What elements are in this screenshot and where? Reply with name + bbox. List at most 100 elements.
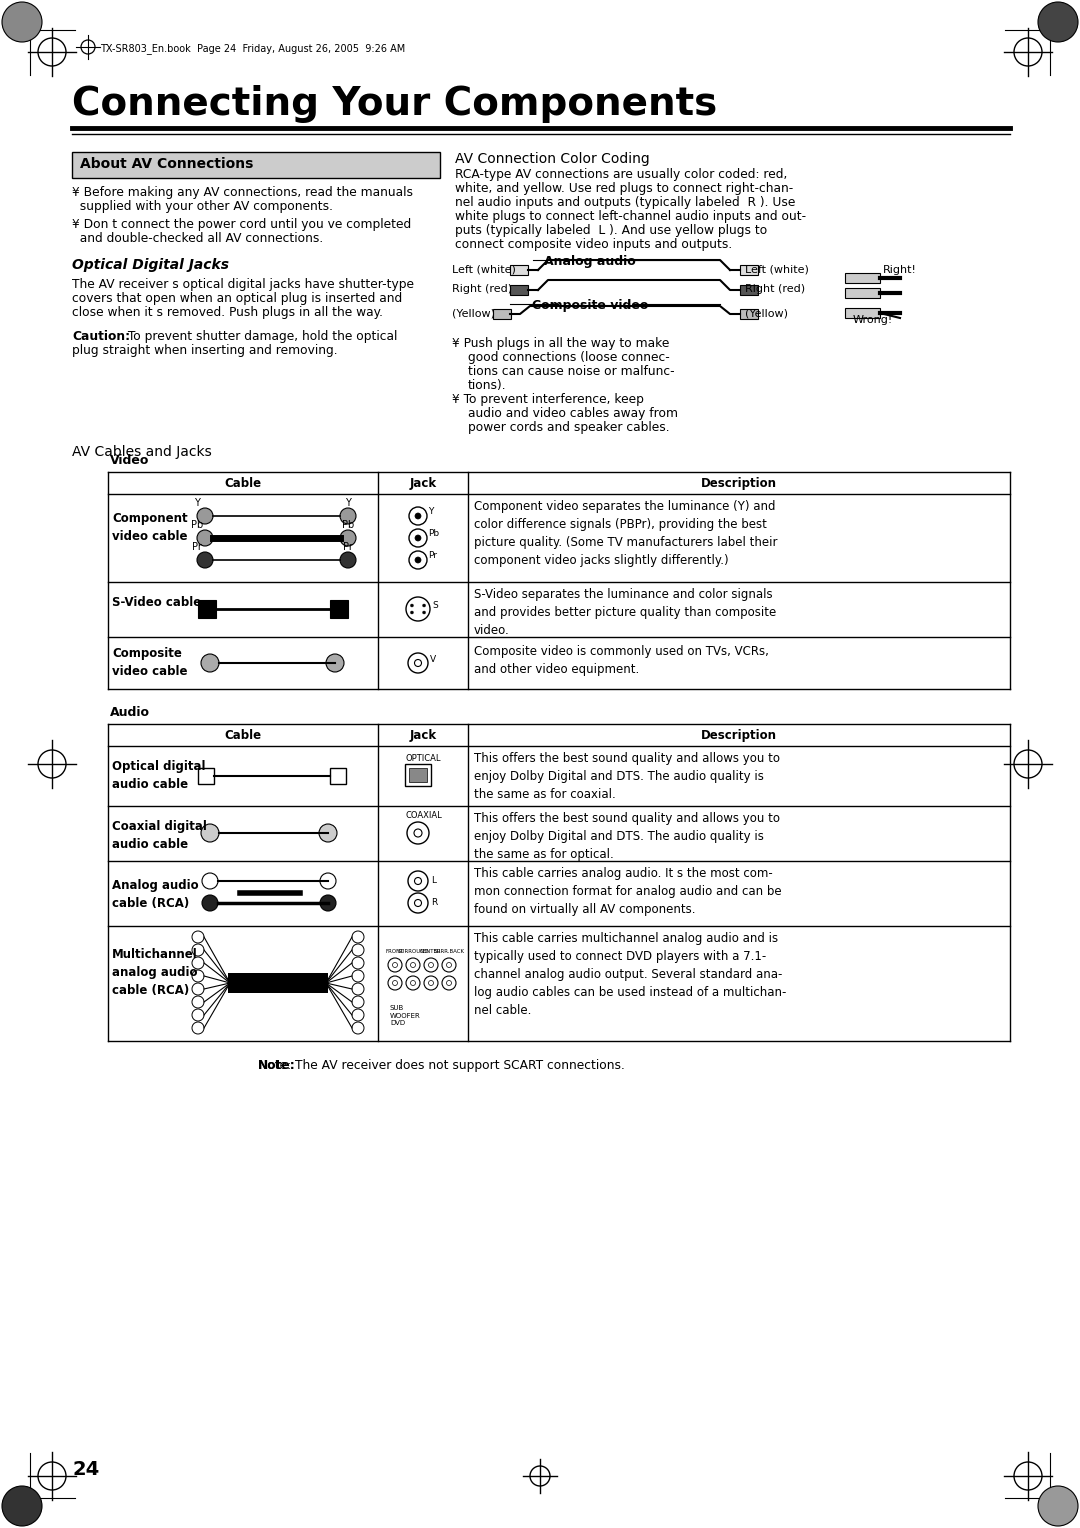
Text: This offers the best sound quality and allows you to
enjoy Dolby Digital and DTS: This offers the best sound quality and a… [474,811,780,860]
Circle shape [197,507,213,524]
Bar [740,264,758,275]
Text: power cords and speaker cables.: power cords and speaker cables. [468,422,670,434]
Bar [198,601,216,617]
Text: Note: The AV receiver does not support SCART connections.: Note: The AV receiver does not support S… [258,1059,625,1073]
Text: Composite video: Composite video [531,299,648,312]
Text: Y: Y [428,507,433,516]
Circle shape [415,513,421,520]
Bar [228,973,328,993]
Text: covers that open when an optical plug is inserted and: covers that open when an optical plug is… [72,292,402,306]
Text: To prevent shutter damage, hold the optical: To prevent shutter damage, hold the opti… [124,330,397,342]
Text: S: S [432,601,437,610]
Circle shape [197,552,213,568]
Text: Multichannel
analog audio
cable (RCA): Multichannel analog audio cable (RCA) [112,947,198,996]
Text: Pb: Pb [342,520,354,530]
Circle shape [429,981,433,986]
Text: 24: 24 [72,1459,99,1479]
Text: ¥ Don t connect the power cord until you ve completed: ¥ Don t connect the power cord until you… [72,219,411,231]
Text: Composite video is commonly used on TVs, VCRs,
and other video equipment.: Composite video is commonly used on TVs,… [474,645,769,675]
Circle shape [429,963,433,967]
Circle shape [392,981,397,986]
Circle shape [446,981,451,986]
Circle shape [424,958,438,972]
Text: supplied with your other AV components.: supplied with your other AV components. [72,200,333,212]
Text: About AV Connections: About AV Connections [80,157,254,171]
Circle shape [1038,2,1078,41]
Text: Pr: Pr [343,542,353,552]
Circle shape [388,976,402,990]
Text: nel audio inputs and outputs (typically labeled  R ). Use: nel audio inputs and outputs (typically … [455,196,795,209]
Text: AV Connection Color Coding: AV Connection Color Coding [455,151,650,167]
Text: Pr: Pr [192,542,202,552]
Text: SUB
WOOFER
DVD: SUB WOOFER DVD [390,1005,421,1025]
Bar [740,309,758,319]
Text: Note:: Note: [258,1059,296,1073]
Circle shape [415,900,421,906]
Text: Y: Y [346,498,351,507]
Text: white, and yellow. Use red plugs to connect right-chan-: white, and yellow. Use red plugs to conn… [455,182,793,196]
Circle shape [352,1022,364,1034]
Text: Jack: Jack [409,729,436,743]
Text: This cable carries analog audio. It s the most com-
mon connection format for an: This cable carries analog audio. It s th… [474,866,782,915]
Circle shape [410,611,414,614]
Circle shape [408,871,428,891]
Circle shape [192,970,204,983]
Text: tions).: tions). [468,379,507,393]
Bar [510,264,528,275]
Text: AV Cables and Jacks: AV Cables and Jacks [72,445,212,458]
Circle shape [407,822,429,843]
Circle shape [352,957,364,969]
Text: close when it s removed. Push plugs in all the way.: close when it s removed. Push plugs in a… [72,306,383,319]
Text: Pr: Pr [428,552,437,561]
Circle shape [410,963,416,967]
Text: Component
video cable: Component video cable [112,512,188,542]
Text: Cable: Cable [225,477,261,490]
Text: Caution:: Caution: [72,330,130,342]
Text: Description: Description [701,729,777,743]
Circle shape [406,597,430,620]
Bar [72,151,440,177]
Text: Composite
video cable: Composite video cable [112,646,188,678]
Bar [330,769,346,784]
Text: L: L [431,876,436,885]
Circle shape [446,963,451,967]
Text: RCA-type AV connections are usually color coded: red,: RCA-type AV connections are usually colo… [455,168,787,180]
Text: COAXIAL: COAXIAL [405,811,442,821]
Text: Wrong!: Wrong! [853,315,893,325]
Circle shape [192,1008,204,1021]
Text: SURR.BACK: SURR.BACK [433,949,464,953]
Text: ¥ Push plugs in all the way to make: ¥ Push plugs in all the way to make [453,338,670,350]
Text: Right (red): Right (red) [453,284,512,293]
Circle shape [442,976,456,990]
Text: Audio: Audio [110,706,150,720]
Text: connect composite video inputs and outputs.: connect composite video inputs and outpu… [455,238,732,251]
Circle shape [422,604,426,607]
Text: Optical digital
audio cable: Optical digital audio cable [112,759,205,792]
Circle shape [201,654,219,672]
Circle shape [192,931,204,943]
Text: The AV receiver s optical digital jacks have shutter-type: The AV receiver s optical digital jacks … [72,278,414,290]
Circle shape [409,552,427,568]
Bar [330,601,348,617]
Circle shape [352,996,364,1008]
Text: Optical Digital Jacks: Optical Digital Jacks [72,258,229,272]
Circle shape [352,983,364,995]
Text: (Yellow): (Yellow) [745,309,788,318]
Circle shape [192,957,204,969]
Circle shape [192,996,204,1008]
Text: Description: Description [701,477,777,490]
Circle shape [2,2,42,41]
Circle shape [319,824,337,842]
Bar [198,769,214,784]
Text: FRONT: FRONT [386,949,404,953]
Text: Y: Y [194,498,200,507]
Text: OPTICAL: OPTICAL [405,753,441,762]
Text: This cable carries multichannel analog audio and is
typically used to connect DV: This cable carries multichannel analog a… [474,932,786,1018]
Circle shape [442,958,456,972]
Text: Coaxial digital
audio cable: Coaxial digital audio cable [112,821,207,851]
Circle shape [424,976,438,990]
Text: S-Video cable: S-Video cable [112,596,201,610]
Text: tions can cause noise or malfunc-: tions can cause noise or malfunc- [468,365,675,377]
Text: audio and video cables away from: audio and video cables away from [468,406,678,420]
Circle shape [410,981,416,986]
